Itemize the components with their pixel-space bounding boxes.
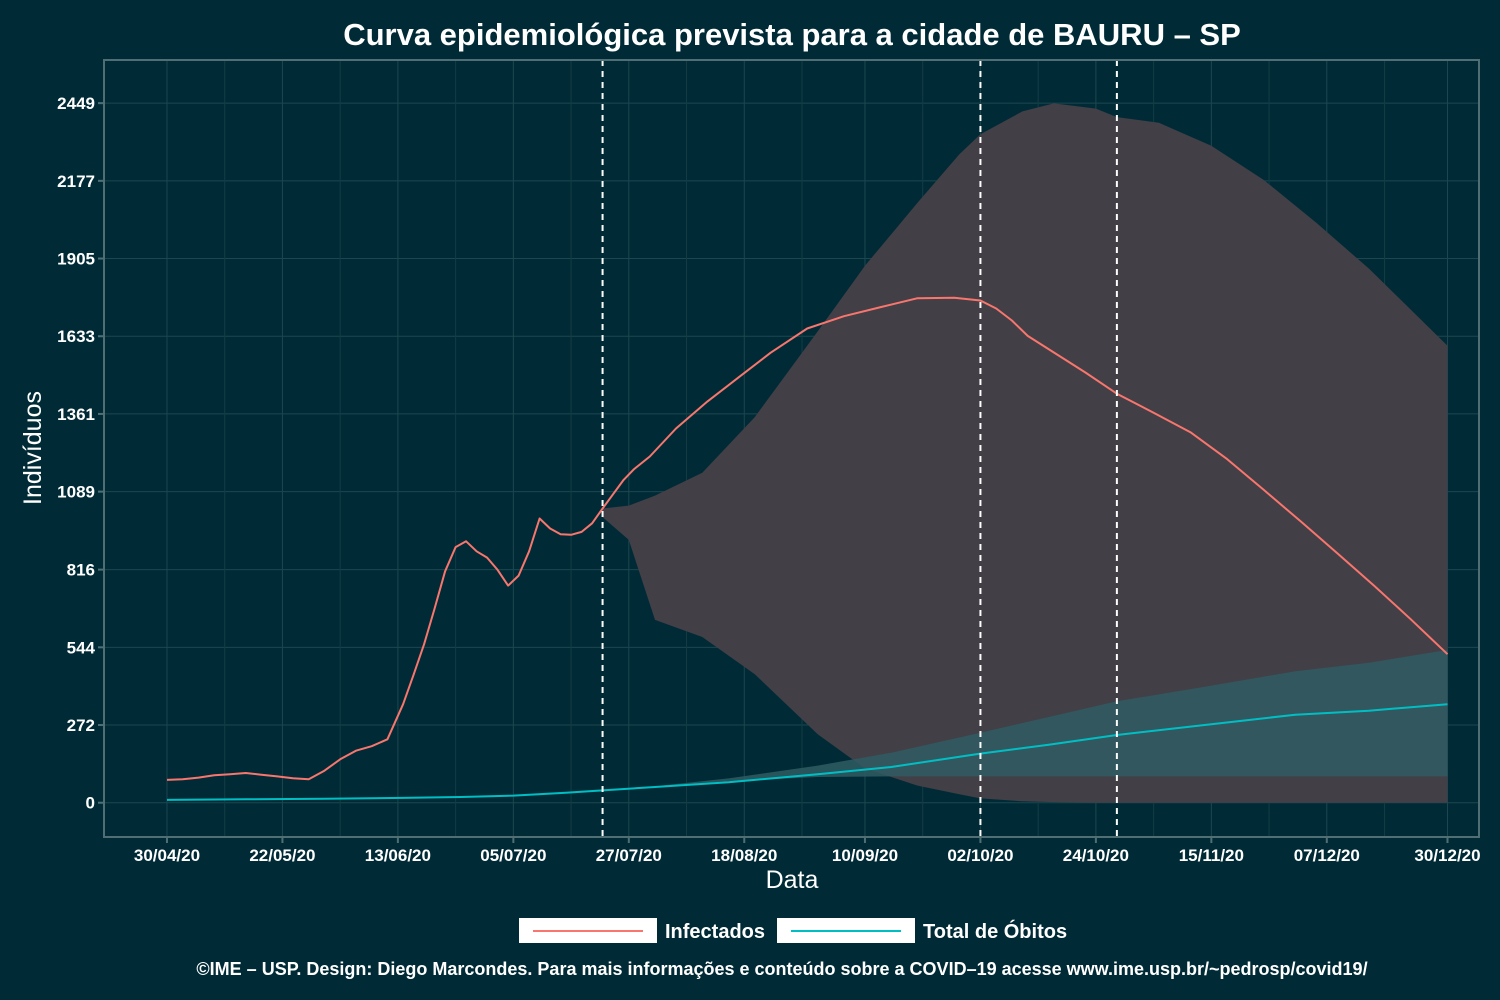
x-tick-label: 05/07/20	[480, 846, 546, 865]
x-tick-label: 18/08/20	[711, 846, 777, 865]
y-axis-title: Indivíduos	[19, 391, 47, 505]
x-tick-label: 24/10/20	[1063, 846, 1129, 865]
y-tick-label: 2177	[57, 172, 95, 191]
y-tick-label: 1361	[57, 405, 95, 424]
y-tick-label: 2449	[57, 94, 95, 113]
line-infectados	[166, 296, 1449, 781]
band-infectados	[602, 103, 1448, 803]
legend-label-infectados: Infectados	[665, 921, 765, 943]
x-tick-label: 30/04/20	[134, 846, 200, 865]
x-axis-title: Data	[766, 866, 819, 894]
y-tick-label: 1089	[57, 483, 95, 502]
x-tick-label: 02/10/20	[947, 846, 1013, 865]
x-axis-ticks: 30/04/20 22/05/20 13/06/20 05/07/20 27/07/20…	[134, 837, 1481, 865]
y-tick-label: 816	[67, 561, 95, 580]
legend-item-obitos: Total de Óbitos	[777, 918, 1067, 943]
chart-title: Curva epidemiológica prevista para a cid…	[343, 17, 1241, 52]
reference-lines	[601, 60, 1118, 837]
x-tick-label: 15/11/20	[1179, 846, 1244, 865]
x-tick-label: 13/06/20	[365, 846, 431, 865]
confidence-bands	[602, 103, 1448, 803]
x-tick-label: 30/12/20	[1414, 846, 1480, 865]
y-tick-label: 0	[86, 794, 95, 813]
y-tick-label: 272	[67, 716, 95, 735]
y-tick-label: 1905	[57, 250, 95, 269]
plot-border	[103, 59, 1480, 838]
line-obitos	[166, 703, 1448, 801]
x-tick-label: 07/12/20	[1294, 846, 1360, 865]
y-axis-ticks: 0 272 544 816 1089 1361 1633 1905 2177 2449	[57, 94, 104, 813]
x-tick-label: 22/05/20	[249, 846, 315, 865]
legend: Infectados Total de Óbitos	[519, 918, 1067, 943]
y-tick-label: 544	[67, 638, 96, 657]
legend-label-obitos: Total de Óbitos	[923, 919, 1067, 943]
y-tick-label: 1633	[57, 327, 95, 346]
series-lines	[166, 296, 1449, 801]
x-tick-label: 10/09/20	[832, 846, 898, 865]
x-tick-label: 27/07/20	[596, 846, 662, 865]
legend-item-infectados: Infectados	[519, 918, 765, 943]
band-obitos	[602, 649, 1448, 791]
caption-credits: ©IME – USP. Design: Diego Marcondes. Par…	[196, 959, 1367, 979]
